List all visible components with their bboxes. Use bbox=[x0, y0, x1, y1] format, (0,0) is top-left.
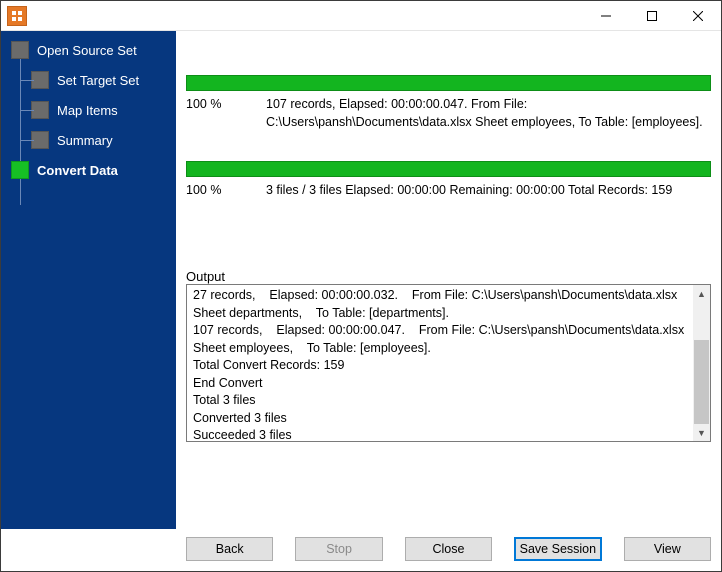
step-label: Summary bbox=[57, 133, 113, 148]
back-button[interactable]: Back bbox=[186, 537, 273, 561]
stop-button[interactable]: Stop bbox=[295, 537, 382, 561]
scroll-thumb[interactable] bbox=[694, 340, 709, 424]
button-row: Back Stop Close Save Session View bbox=[176, 529, 721, 571]
step-box-icon bbox=[11, 41, 29, 59]
step-label: Convert Data bbox=[37, 163, 118, 178]
step-label: Open Source Set bbox=[37, 43, 137, 58]
scroll-up-icon[interactable]: ▲ bbox=[693, 285, 710, 302]
body: Open Source Set Set Target Set Map Items… bbox=[1, 31, 721, 529]
step-box-icon bbox=[11, 161, 29, 179]
file-progress-detail: 107 records, Elapsed: 00:00:00.047. From… bbox=[266, 95, 711, 131]
output-text: 27 records, Elapsed: 00:00:00.032. From … bbox=[193, 287, 706, 442]
file-progress-row: 100 % 107 records, Elapsed: 00:00:00.047… bbox=[186, 95, 711, 131]
step-label: Map Items bbox=[57, 103, 118, 118]
app-window: Open Source Set Set Target Set Map Items… bbox=[0, 0, 722, 572]
file-progress-percent: 100 % bbox=[186, 95, 266, 113]
window-controls bbox=[583, 1, 721, 30]
step-open-source-set[interactable]: Open Source Set bbox=[11, 41, 170, 59]
tree-connector-h bbox=[20, 110, 34, 111]
file-progress-bar bbox=[186, 75, 711, 91]
save-session-button[interactable]: Save Session bbox=[514, 537, 601, 561]
total-progress-detail: 3 files / 3 files Elapsed: 00:00:00 Rema… bbox=[266, 181, 711, 199]
step-convert-data[interactable]: Convert Data bbox=[11, 161, 170, 179]
output-textarea[interactable]: 27 records, Elapsed: 00:00:00.032. From … bbox=[186, 284, 711, 442]
main-panel: 100 % 107 records, Elapsed: 00:00:00.047… bbox=[176, 31, 721, 529]
titlebar bbox=[1, 1, 721, 31]
tree-connector-h bbox=[20, 80, 34, 81]
step-label: Set Target Set bbox=[57, 73, 139, 88]
wizard-sidebar: Open Source Set Set Target Set Map Items… bbox=[1, 31, 176, 529]
view-button[interactable]: View bbox=[624, 537, 711, 561]
app-icon bbox=[7, 6, 27, 26]
maximize-button[interactable] bbox=[629, 1, 675, 30]
output-label: Output bbox=[186, 269, 711, 284]
total-progress-row: 100 % 3 files / 3 files Elapsed: 00:00:0… bbox=[186, 181, 711, 199]
step-summary[interactable]: Summary bbox=[11, 131, 170, 149]
minimize-button[interactable] bbox=[583, 1, 629, 30]
tree-connector-h bbox=[20, 140, 34, 141]
step-set-target-set[interactable]: Set Target Set bbox=[11, 71, 170, 89]
scroll-down-icon[interactable]: ▼ bbox=[693, 424, 710, 441]
scroll-track[interactable] bbox=[693, 302, 710, 424]
output-scrollbar[interactable]: ▲ ▼ bbox=[693, 285, 710, 441]
total-progress-bar bbox=[186, 161, 711, 177]
step-map-items[interactable]: Map Items bbox=[11, 101, 170, 119]
close-window-button[interactable] bbox=[675, 1, 721, 30]
close-button[interactable]: Close bbox=[405, 537, 492, 561]
progress-area: 100 % 107 records, Elapsed: 00:00:00.047… bbox=[186, 39, 711, 229]
total-progress-percent: 100 % bbox=[186, 181, 266, 199]
